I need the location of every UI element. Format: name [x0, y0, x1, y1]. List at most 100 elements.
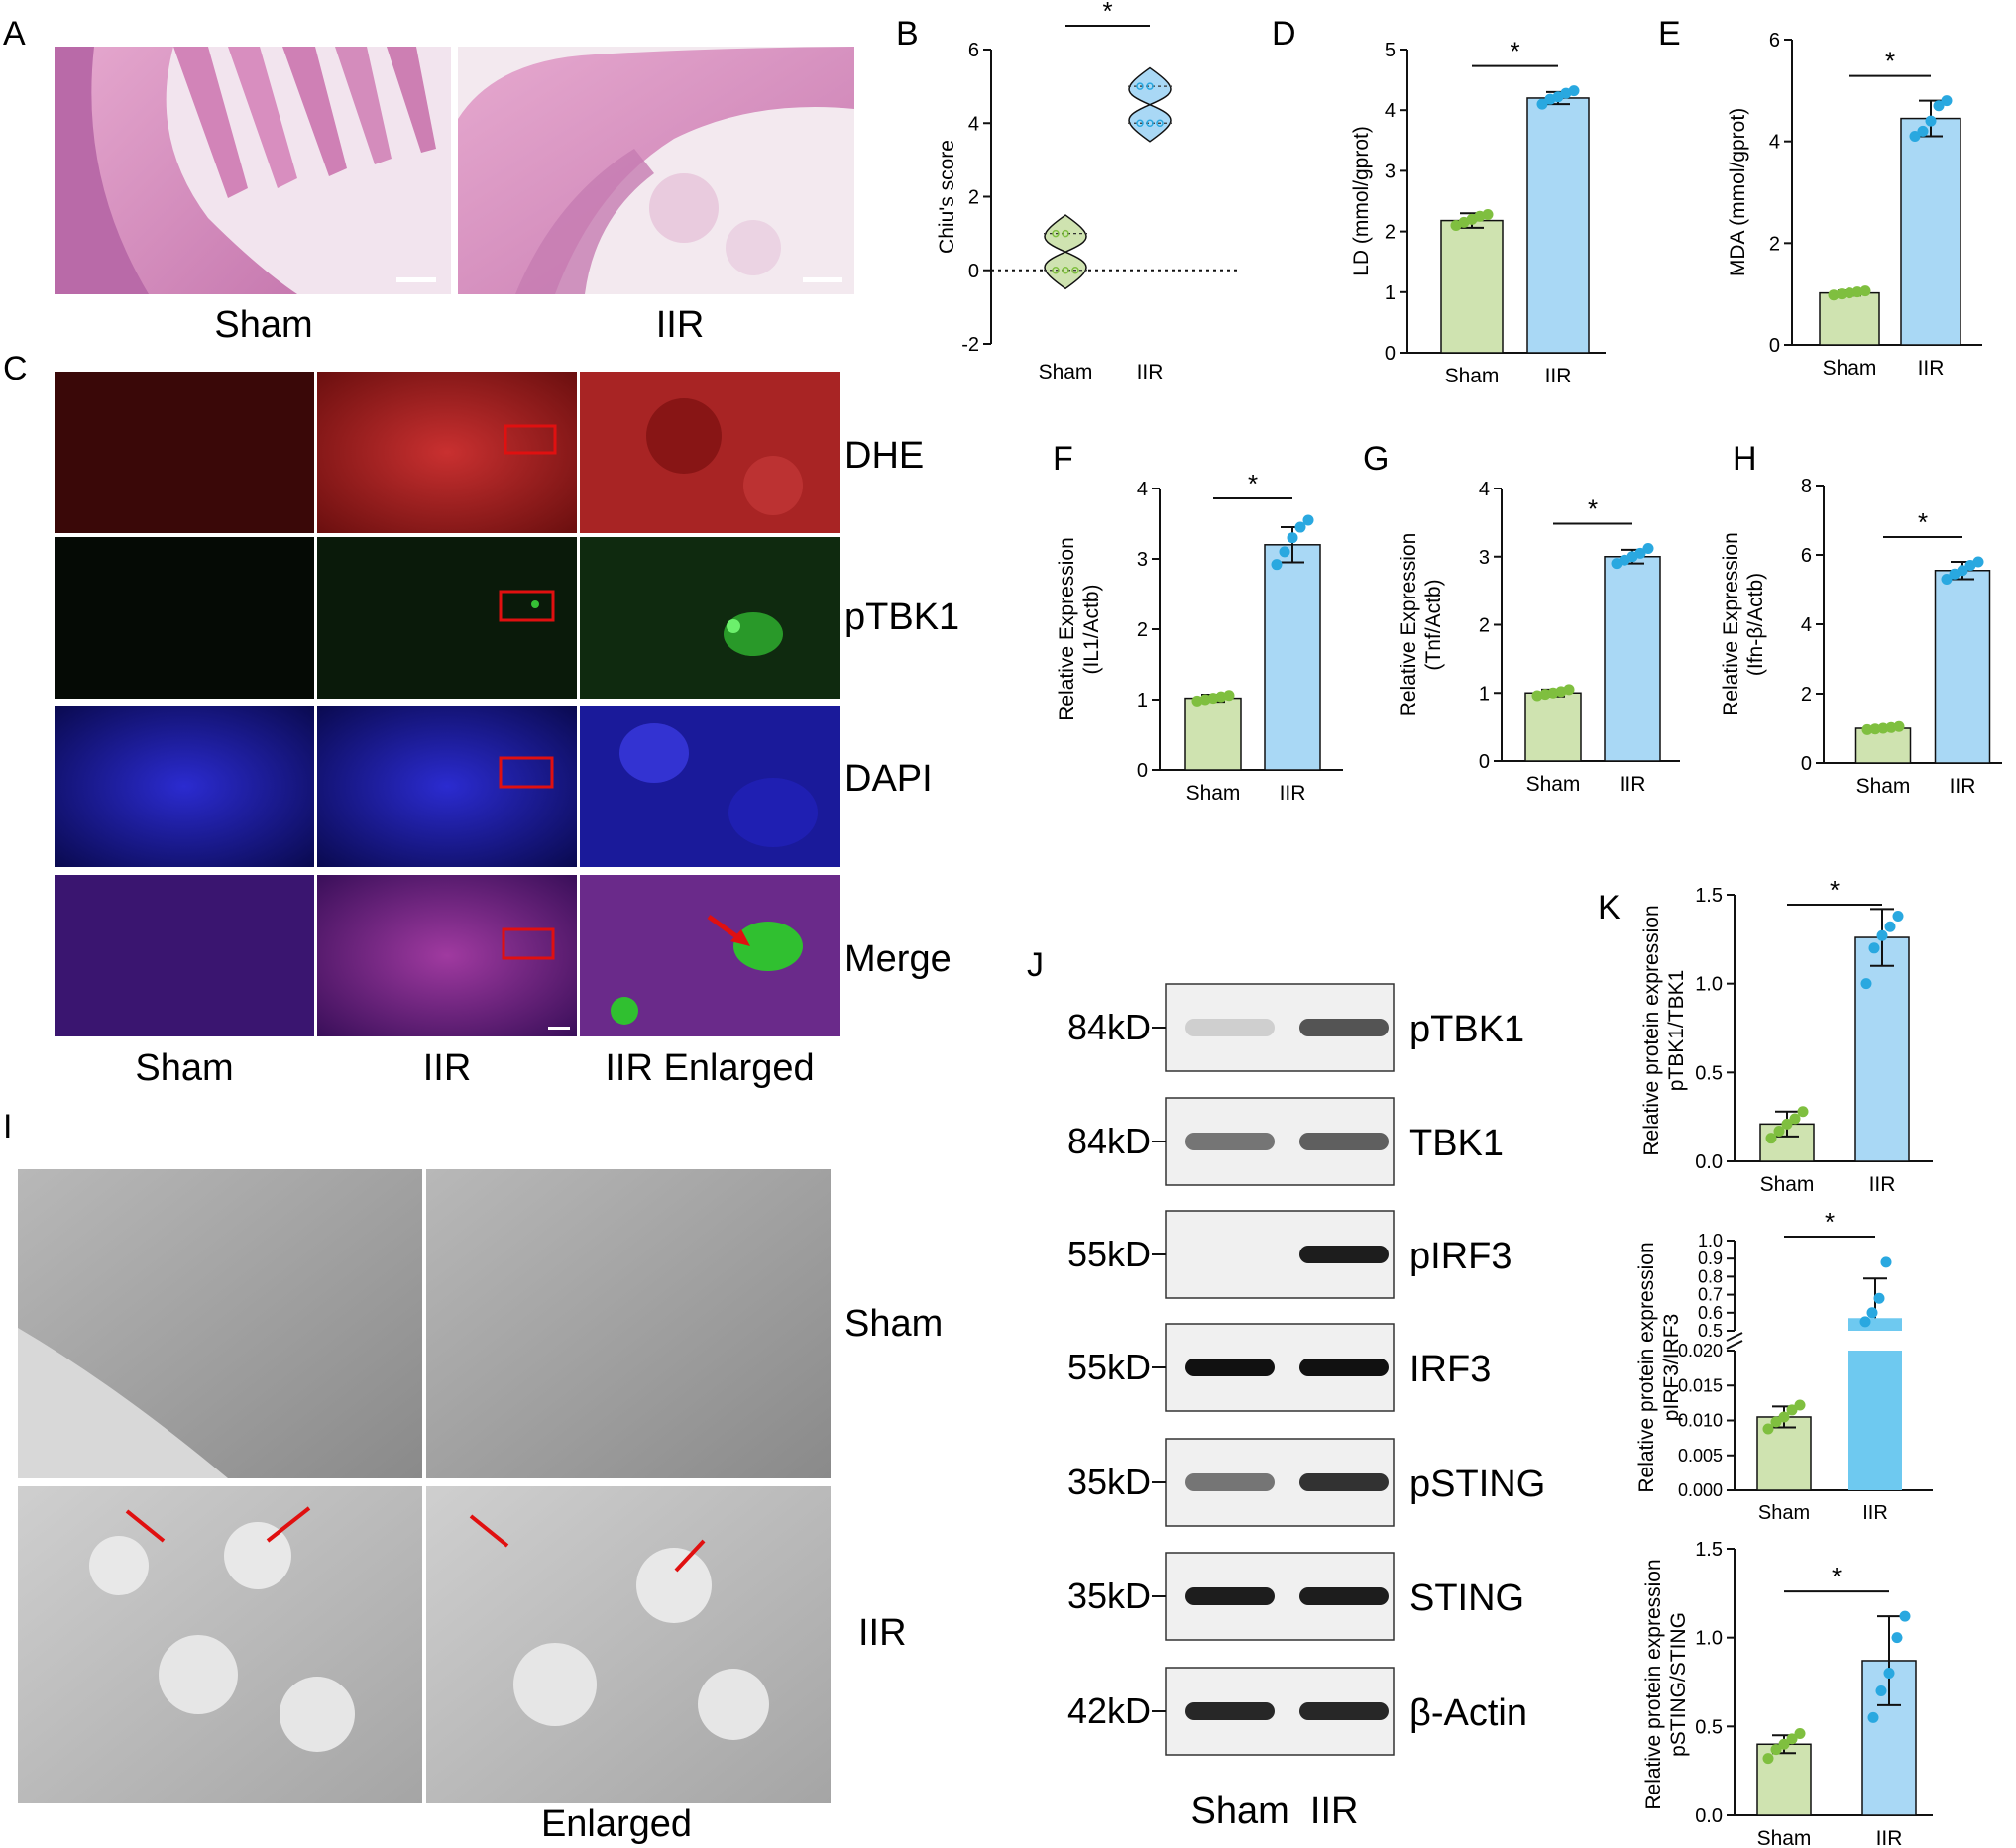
- panel-letter-c: C: [3, 350, 28, 387]
- chart-k1: 0.0 0.5 1.0 1.5 Sham IIR * Relative protein exp…: [1640, 875, 1933, 1196]
- blot-row-pirf3: 55kD pIRF3: [1067, 1210, 1512, 1299]
- data-point: [1891, 1632, 1903, 1644]
- data-point: [1778, 1738, 1790, 1750]
- significance-star: *: [1102, 0, 1112, 26]
- bar-iir: [1900, 117, 1961, 346]
- data-point: [1925, 115, 1937, 127]
- data-point: [1797, 1106, 1809, 1118]
- y-tick-label: -2: [961, 334, 979, 356]
- blot-protein-label: STING: [1409, 1577, 1524, 1619]
- data-point: [1052, 267, 1060, 274]
- panel-i-row-sham: Sham: [844, 1303, 943, 1345]
- merge-iir-image: [317, 875, 577, 1036]
- y-tick-label: 0: [1137, 760, 1148, 782]
- y-tick-label: 1.0: [1695, 974, 1723, 996]
- chart-k3: 0.0 0.5 1.0 1.5 Sham IIR * Relative protein exp…: [1642, 1539, 1933, 1848]
- panel-c-row-merge: Merge: [844, 938, 952, 980]
- data-point: [1869, 723, 1881, 735]
- data-point: [1302, 514, 1314, 526]
- y-axis-title: Relative protein expressionpTBK1/TBK1: [1640, 905, 1688, 1155]
- panel-letter-g: G: [1363, 440, 1389, 478]
- data-point: [1773, 1126, 1785, 1138]
- x-tick-label: Sham: [1823, 357, 1877, 380]
- he-image-sham: [55, 47, 451, 294]
- y-tick-label: 6: [968, 40, 979, 61]
- x-tick-label: IIR: [1918, 357, 1945, 380]
- y-tick-label: 2: [1769, 233, 1780, 255]
- y-tick-label: 0.0: [1695, 1805, 1723, 1827]
- blot-kd-label: 35kD: [1067, 1462, 1151, 1502]
- data-point: [1156, 119, 1164, 127]
- panel-i: Sham IIR Enlarged: [18, 1169, 943, 1845]
- y-tick-label: 0.000: [1678, 1480, 1723, 1500]
- data-point: [1892, 911, 1904, 923]
- blot-kd-label: 55kD: [1067, 1234, 1151, 1274]
- blot-band-sham: [1185, 1587, 1275, 1605]
- y-tick-label: 3: [1137, 549, 1148, 571]
- data-point: [1071, 267, 1079, 274]
- data-point: [1762, 1753, 1774, 1765]
- panel-letter-j: J: [1027, 946, 1044, 984]
- axis-break-mark: [1726, 1340, 1743, 1350]
- significance-star: *: [1830, 875, 1840, 905]
- y-tick-label: 4: [1479, 479, 1490, 500]
- y-tick-label: 5: [1385, 40, 1396, 61]
- y-tick-label: 0.010: [1678, 1411, 1723, 1431]
- panel-i-bottom-label: Enlarged: [541, 1803, 692, 1845]
- blot-band-iir: [1299, 1359, 1389, 1376]
- data-point: [1794, 1399, 1806, 1411]
- merge-sham-image: [55, 875, 314, 1036]
- data-point: [1844, 287, 1855, 299]
- y-tick-label: 4: [968, 113, 979, 135]
- data-point: [1836, 288, 1848, 300]
- blot-protein-label: β-Actin: [1409, 1692, 1527, 1734]
- y-tick-label: 2: [1385, 222, 1396, 244]
- y-tick-label: 1.5: [1695, 885, 1723, 907]
- panel-c-col-sham: Sham: [135, 1047, 233, 1089]
- data-point: [1873, 1292, 1885, 1304]
- blot-band-sham: [1185, 1359, 1275, 1376]
- data-point: [1786, 1404, 1798, 1416]
- bar-sham: [1440, 219, 1504, 354]
- data-point: [1957, 565, 1968, 577]
- y-tick-label: 4: [1385, 100, 1396, 122]
- blot-kd-label: 84kD: [1067, 1121, 1151, 1161]
- data-point: [1778, 1411, 1790, 1423]
- data-point: [1146, 82, 1154, 90]
- y-tick-label: 0: [1479, 751, 1490, 773]
- y-tick-label: 0.7: [1698, 1285, 1723, 1305]
- panel-c-row-dhe: DHE: [844, 435, 924, 477]
- panel-letter-a: A: [3, 15, 26, 53]
- he-image-iir: [458, 47, 854, 294]
- tem-iir-enlarged-image: [426, 1486, 831, 1803]
- bar-iir: [1854, 936, 1910, 1162]
- tem-arrow-3: [469, 1514, 509, 1548]
- y-tick-label: 0.6: [1698, 1303, 1723, 1323]
- bar-iir: [1264, 544, 1321, 771]
- y-axis-title: MDA (mmol/gprot): [1727, 108, 1749, 276]
- data-point: [1770, 1416, 1782, 1428]
- he-label-iir: IIR: [656, 304, 705, 346]
- data-point: [1789, 1113, 1801, 1125]
- y-tick-label: 1: [1137, 690, 1148, 711]
- bar-iir: [1934, 570, 1991, 764]
- data-point: [1867, 1711, 1879, 1723]
- data-point: [1136, 82, 1144, 90]
- blot-row-sting: 35kD STING: [1067, 1552, 1524, 1641]
- data-point: [1634, 547, 1646, 559]
- bar-sham: [1524, 692, 1582, 762]
- panel-letter-h: H: [1733, 440, 1757, 478]
- y-tick-label: 1: [1385, 282, 1396, 304]
- blot-band-iir: [1299, 1133, 1389, 1150]
- panel-j: 84kD pTBK1 84kD TBK1 55kD pIRF3 55kD IRF3 35kD pS…: [1067, 983, 1545, 1832]
- panel-j-bottom-label: Sham IIR: [1191, 1791, 1359, 1832]
- bar-sham: [1184, 697, 1242, 771]
- x-tick-label: IIR: [1869, 1173, 1896, 1196]
- blot-band-iir: [1299, 1019, 1389, 1036]
- blot-protein-label: pIRF3: [1409, 1236, 1512, 1277]
- panel-letter-k: K: [1598, 889, 1621, 926]
- blot-band-iir: [1299, 1587, 1389, 1605]
- significance-star: *: [1885, 47, 1895, 76]
- data-point: [1880, 1256, 1892, 1268]
- data-point: [1941, 95, 1953, 107]
